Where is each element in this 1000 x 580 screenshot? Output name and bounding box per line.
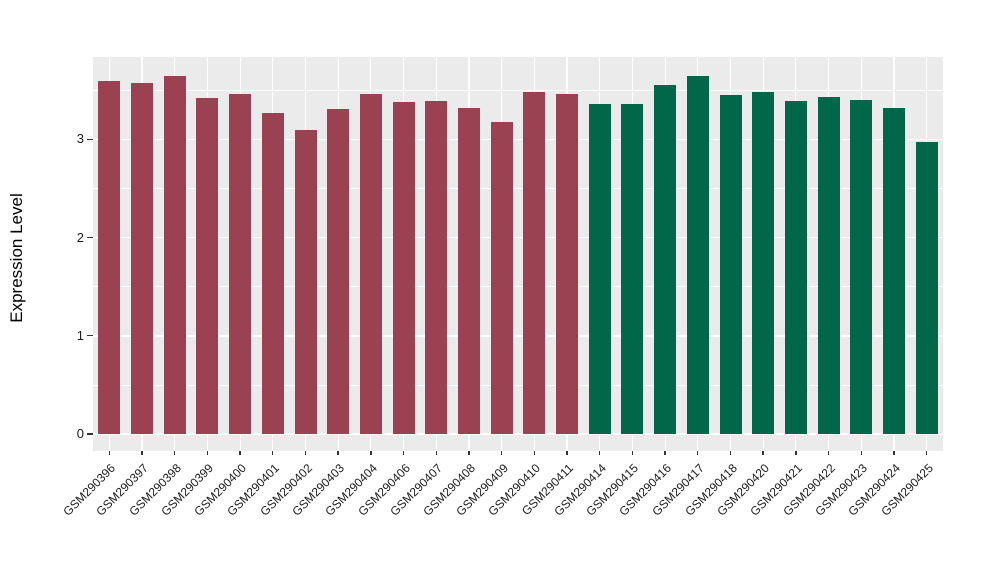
x-axis-tick xyxy=(272,451,274,455)
x-axis-tick xyxy=(566,451,568,455)
y-axis-tick xyxy=(87,138,93,141)
bar-GSM290416 xyxy=(654,85,677,434)
gridline-minor xyxy=(93,384,943,386)
x-axis-tick xyxy=(108,451,111,455)
x-axis-tick xyxy=(468,451,470,455)
bar-GSM290396 xyxy=(98,81,121,434)
x-axis-tick xyxy=(599,451,601,455)
bar-GSM290404 xyxy=(359,94,382,434)
x-axis-tick xyxy=(141,451,143,455)
gridline-major xyxy=(93,236,943,239)
bar-GSM290402 xyxy=(294,129,317,434)
gridline-major xyxy=(93,433,943,435)
x-axis-tick xyxy=(762,451,764,455)
bar-GSM290422 xyxy=(817,97,840,434)
bar-GSM290400 xyxy=(229,94,252,434)
x-axis-tick xyxy=(304,451,307,455)
bar-GSM290420 xyxy=(752,92,775,434)
x-axis-tick xyxy=(925,451,928,455)
bar-GSM290415 xyxy=(621,104,644,434)
x-axis-tick xyxy=(795,451,797,455)
bar-GSM290409 xyxy=(490,121,513,434)
x-axis-tick xyxy=(435,451,437,455)
x-axis-tick xyxy=(827,451,830,455)
y-axis-tick xyxy=(87,433,93,435)
y-axis-title: Expression Level xyxy=(7,193,26,323)
x-axis-tick xyxy=(893,451,895,455)
y-tick-label: 1 xyxy=(76,327,84,343)
x-axis-tick xyxy=(370,451,372,455)
bar-GSM290406 xyxy=(392,102,415,434)
bar-GSM290425 xyxy=(915,142,938,434)
gridline-major xyxy=(93,335,943,337)
gridline-major xyxy=(93,138,943,141)
bar-GSM290418 xyxy=(719,95,742,434)
bar-GSM290403 xyxy=(327,108,350,434)
bar-GSM290421 xyxy=(784,101,807,434)
bar-GSM290397 xyxy=(131,83,154,434)
x-axis-tick xyxy=(206,451,209,455)
gridline-minor xyxy=(93,286,943,288)
bar-GSM290407 xyxy=(425,101,448,434)
bar-GSM290398 xyxy=(163,75,186,434)
bar-GSM290423 xyxy=(850,100,873,434)
x-axis-tick xyxy=(174,451,176,455)
x-axis-tick xyxy=(337,451,339,455)
plot-panel xyxy=(93,57,943,451)
x-axis-tick xyxy=(697,451,699,455)
bar-GSM290399 xyxy=(196,98,219,434)
y-tick-label: 0 xyxy=(76,426,84,441)
x-axis-tick xyxy=(664,451,666,455)
gridline-minor xyxy=(93,188,943,189)
bar-GSM290424 xyxy=(882,107,905,434)
bar-GSM290414 xyxy=(588,104,611,434)
bar-GSM290401 xyxy=(261,112,284,434)
y-tick-label: 2 xyxy=(76,229,84,245)
x-axis-tick xyxy=(402,451,405,455)
y-axis-tick xyxy=(87,236,93,239)
x-axis-tick xyxy=(860,451,862,455)
bar-GSM290408 xyxy=(457,107,480,434)
x-axis-tick xyxy=(631,451,634,455)
x-axis-tick xyxy=(500,451,503,455)
bar-GSM290411 xyxy=(556,94,579,434)
gridline-minor xyxy=(93,89,943,91)
x-axis-tick xyxy=(239,451,241,455)
y-axis-tick xyxy=(87,335,93,337)
bar-GSM290417 xyxy=(686,75,709,434)
x-axis-tick xyxy=(533,451,536,455)
bar-GSM290410 xyxy=(523,92,546,434)
y-tick-label: 3 xyxy=(76,131,84,147)
x-axis-tick xyxy=(729,451,732,455)
